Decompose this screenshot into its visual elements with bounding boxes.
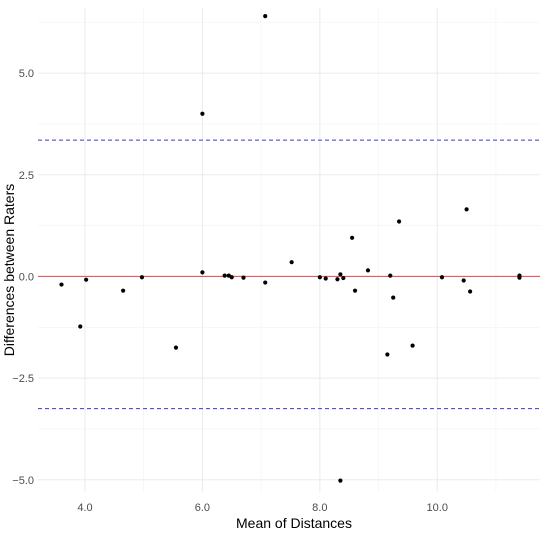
- reference-lines: [38, 139, 540, 410]
- y-tick-label: −5.0: [12, 475, 34, 487]
- data-point: [335, 277, 340, 282]
- x-axis-title: Mean of Distances: [236, 515, 352, 531]
- data-point: [391, 295, 396, 300]
- x-tick-label: 4.0: [77, 502, 92, 514]
- y-tick-label: −2.5: [12, 373, 34, 385]
- y-tick-label: 2.5: [19, 170, 34, 182]
- x-tick-label: 6.0: [195, 502, 210, 514]
- y-axis-ticks: −5.0 −2.5 0.0 2.5 5.0: [12, 68, 34, 487]
- x-tick-label: 10.0: [427, 502, 448, 514]
- data-point: [323, 276, 328, 281]
- data-point: [350, 235, 355, 240]
- data-points: [59, 14, 522, 483]
- x-axis-ticks: 4.0 6.0 8.0 10.0: [77, 502, 448, 514]
- data-point: [352, 288, 358, 293]
- y-axis-title: Differences between Raters: [1, 184, 17, 357]
- y-tick-label: 0.0: [19, 271, 34, 283]
- data-point: [410, 343, 415, 348]
- data-point: [84, 277, 89, 282]
- data-point: [464, 207, 469, 212]
- y-tick-label: 5.0: [19, 68, 34, 80]
- data-point: [173, 345, 179, 350]
- grid: [38, 8, 540, 492]
- data-point: [263, 14, 268, 19]
- data-point: [338, 478, 343, 483]
- data-point: [439, 275, 445, 280]
- data-point: [517, 275, 522, 280]
- data-point: [317, 275, 322, 280]
- data-point: [365, 268, 371, 273]
- data-point: [338, 272, 343, 277]
- data-point: [263, 280, 268, 285]
- data-point: [139, 275, 145, 280]
- x-tick-label: 8.0: [312, 502, 327, 514]
- data-point: [396, 219, 402, 224]
- data-point: [289, 260, 294, 265]
- data-point: [200, 111, 205, 116]
- data-point: [385, 352, 390, 357]
- data-point: [461, 278, 466, 283]
- data-point: [222, 273, 227, 278]
- data-point: [241, 275, 246, 280]
- data-point: [121, 288, 126, 293]
- data-point: [78, 324, 83, 329]
- data-point: [200, 270, 205, 275]
- data-point: [229, 275, 234, 280]
- data-point: [388, 273, 393, 278]
- data-point: [341, 275, 346, 281]
- data-point: [59, 282, 64, 287]
- data-point: [468, 289, 473, 294]
